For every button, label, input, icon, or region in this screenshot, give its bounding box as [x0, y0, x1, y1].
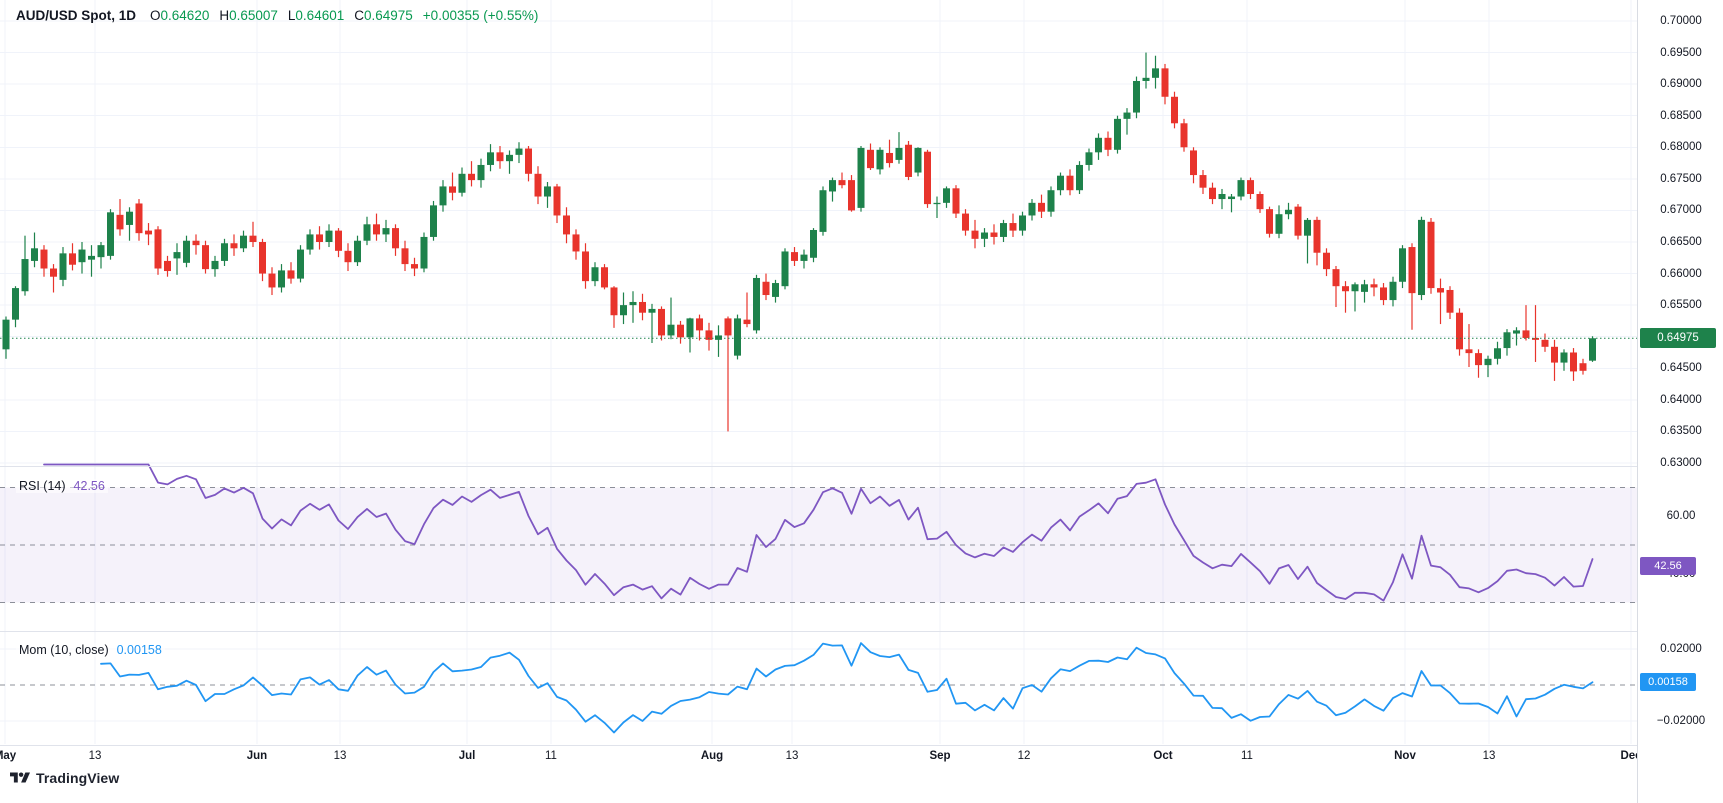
scale-label-price: 0.63500 [1660, 425, 1702, 438]
chart-canvas[interactable] [0, 0, 1637, 745]
momentum-value-badge: 0.00158 [1640, 673, 1696, 692]
time-label-dec: Dec [1620, 750, 1642, 762]
scale-label-price: 0.66000 [1660, 267, 1702, 280]
time-label-jun: Jun [246, 750, 268, 762]
scale-label-rsi: 60.00 [1666, 510, 1696, 523]
time-label-13: 13 [88, 750, 102, 762]
scale-label-mom: 0.02000 [1660, 643, 1702, 655]
ohlc-low: L0.64601 [287, 8, 345, 23]
time-label-12: 12 [1017, 750, 1031, 762]
scale-label-price: 0.70000 [1660, 15, 1702, 27]
scale-label-price: 0.68500 [1660, 109, 1702, 122]
momentum-value: 0.00158 [116, 643, 162, 657]
time-label-11: 11 [1241, 750, 1253, 762]
rsi-title: RSI (14) [19, 479, 66, 493]
time-label-nov: Nov [1394, 750, 1416, 762]
scale-label-price: 0.65500 [1660, 299, 1702, 312]
change-value: +0.00355 (+0.55%) [422, 8, 539, 23]
time-label-aug: Aug [700, 750, 724, 762]
scale-label-price: 0.67500 [1660, 172, 1702, 185]
scale-label-price: 0.66500 [1660, 235, 1702, 248]
scale-label-mom: −0.02000 [1656, 715, 1706, 727]
momentum-indicator-legend[interactable]: Mom (10, close) 0.00158 [16, 643, 165, 657]
current-price-badge: 0.64975 [1640, 328, 1716, 349]
scale-label-price: 0.64000 [1660, 393, 1702, 406]
price-axis[interactable]: −0.020000.0200040.0060.000.630000.635000… [1637, 0, 1723, 803]
symbol-legend[interactable]: AUD/USD Spot, 1D O0.64620 H0.65007 L0.64… [16, 8, 538, 23]
time-label-13: 13 [333, 750, 347, 762]
ohlc-high: H0.65007 [219, 8, 278, 23]
symbol-title: AUD/USD Spot, 1D [16, 8, 137, 23]
scale-label-price: 0.69000 [1660, 78, 1702, 91]
tradingview-logo-icon [10, 772, 30, 783]
scale-label-price: 0.68000 [1660, 141, 1702, 154]
time-label-13: 13 [1482, 750, 1496, 762]
ohlc-open: O0.64620 [150, 8, 210, 23]
time-label-may: May [0, 750, 17, 762]
time-label-oct: Oct [1153, 750, 1173, 762]
time-label-13: 13 [785, 750, 799, 762]
scale-label-price: 0.63000 [1660, 456, 1702, 469]
ohlc-close: C0.64975 [354, 8, 413, 23]
tradingview-logo-text: TradingView [36, 770, 120, 786]
scale-label-price: 0.69500 [1660, 46, 1702, 59]
scale-label-price: 0.67000 [1660, 204, 1702, 217]
time-label-sep: Sep [929, 750, 951, 762]
time-label-jul: Jul [458, 750, 476, 762]
rsi-value: 42.56 [73, 479, 105, 493]
rsi-value-badge: 42.56 [1640, 557, 1696, 576]
momentum-title: Mom (10, close) [19, 643, 109, 657]
time-axis[interactable]: May 13 Jun 13 Jul 11 Aug 13 Sep 12 Oct 11 Nov 13 Dec [0, 745, 1723, 803]
time-label-11: 11 [545, 750, 557, 762]
tradingview-logo[interactable]: TradingView [10, 770, 119, 786]
rsi-indicator-legend[interactable]: RSI (14) 42.56 [16, 479, 108, 493]
scale-label-price: 0.64500 [1660, 362, 1702, 375]
